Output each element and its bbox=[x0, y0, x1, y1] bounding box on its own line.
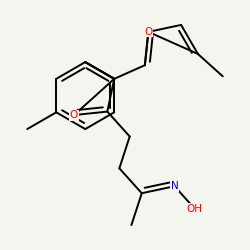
Text: N: N bbox=[171, 181, 178, 191]
Text: O: O bbox=[70, 110, 78, 120]
Text: O: O bbox=[144, 27, 152, 37]
Text: OH: OH bbox=[187, 204, 203, 214]
